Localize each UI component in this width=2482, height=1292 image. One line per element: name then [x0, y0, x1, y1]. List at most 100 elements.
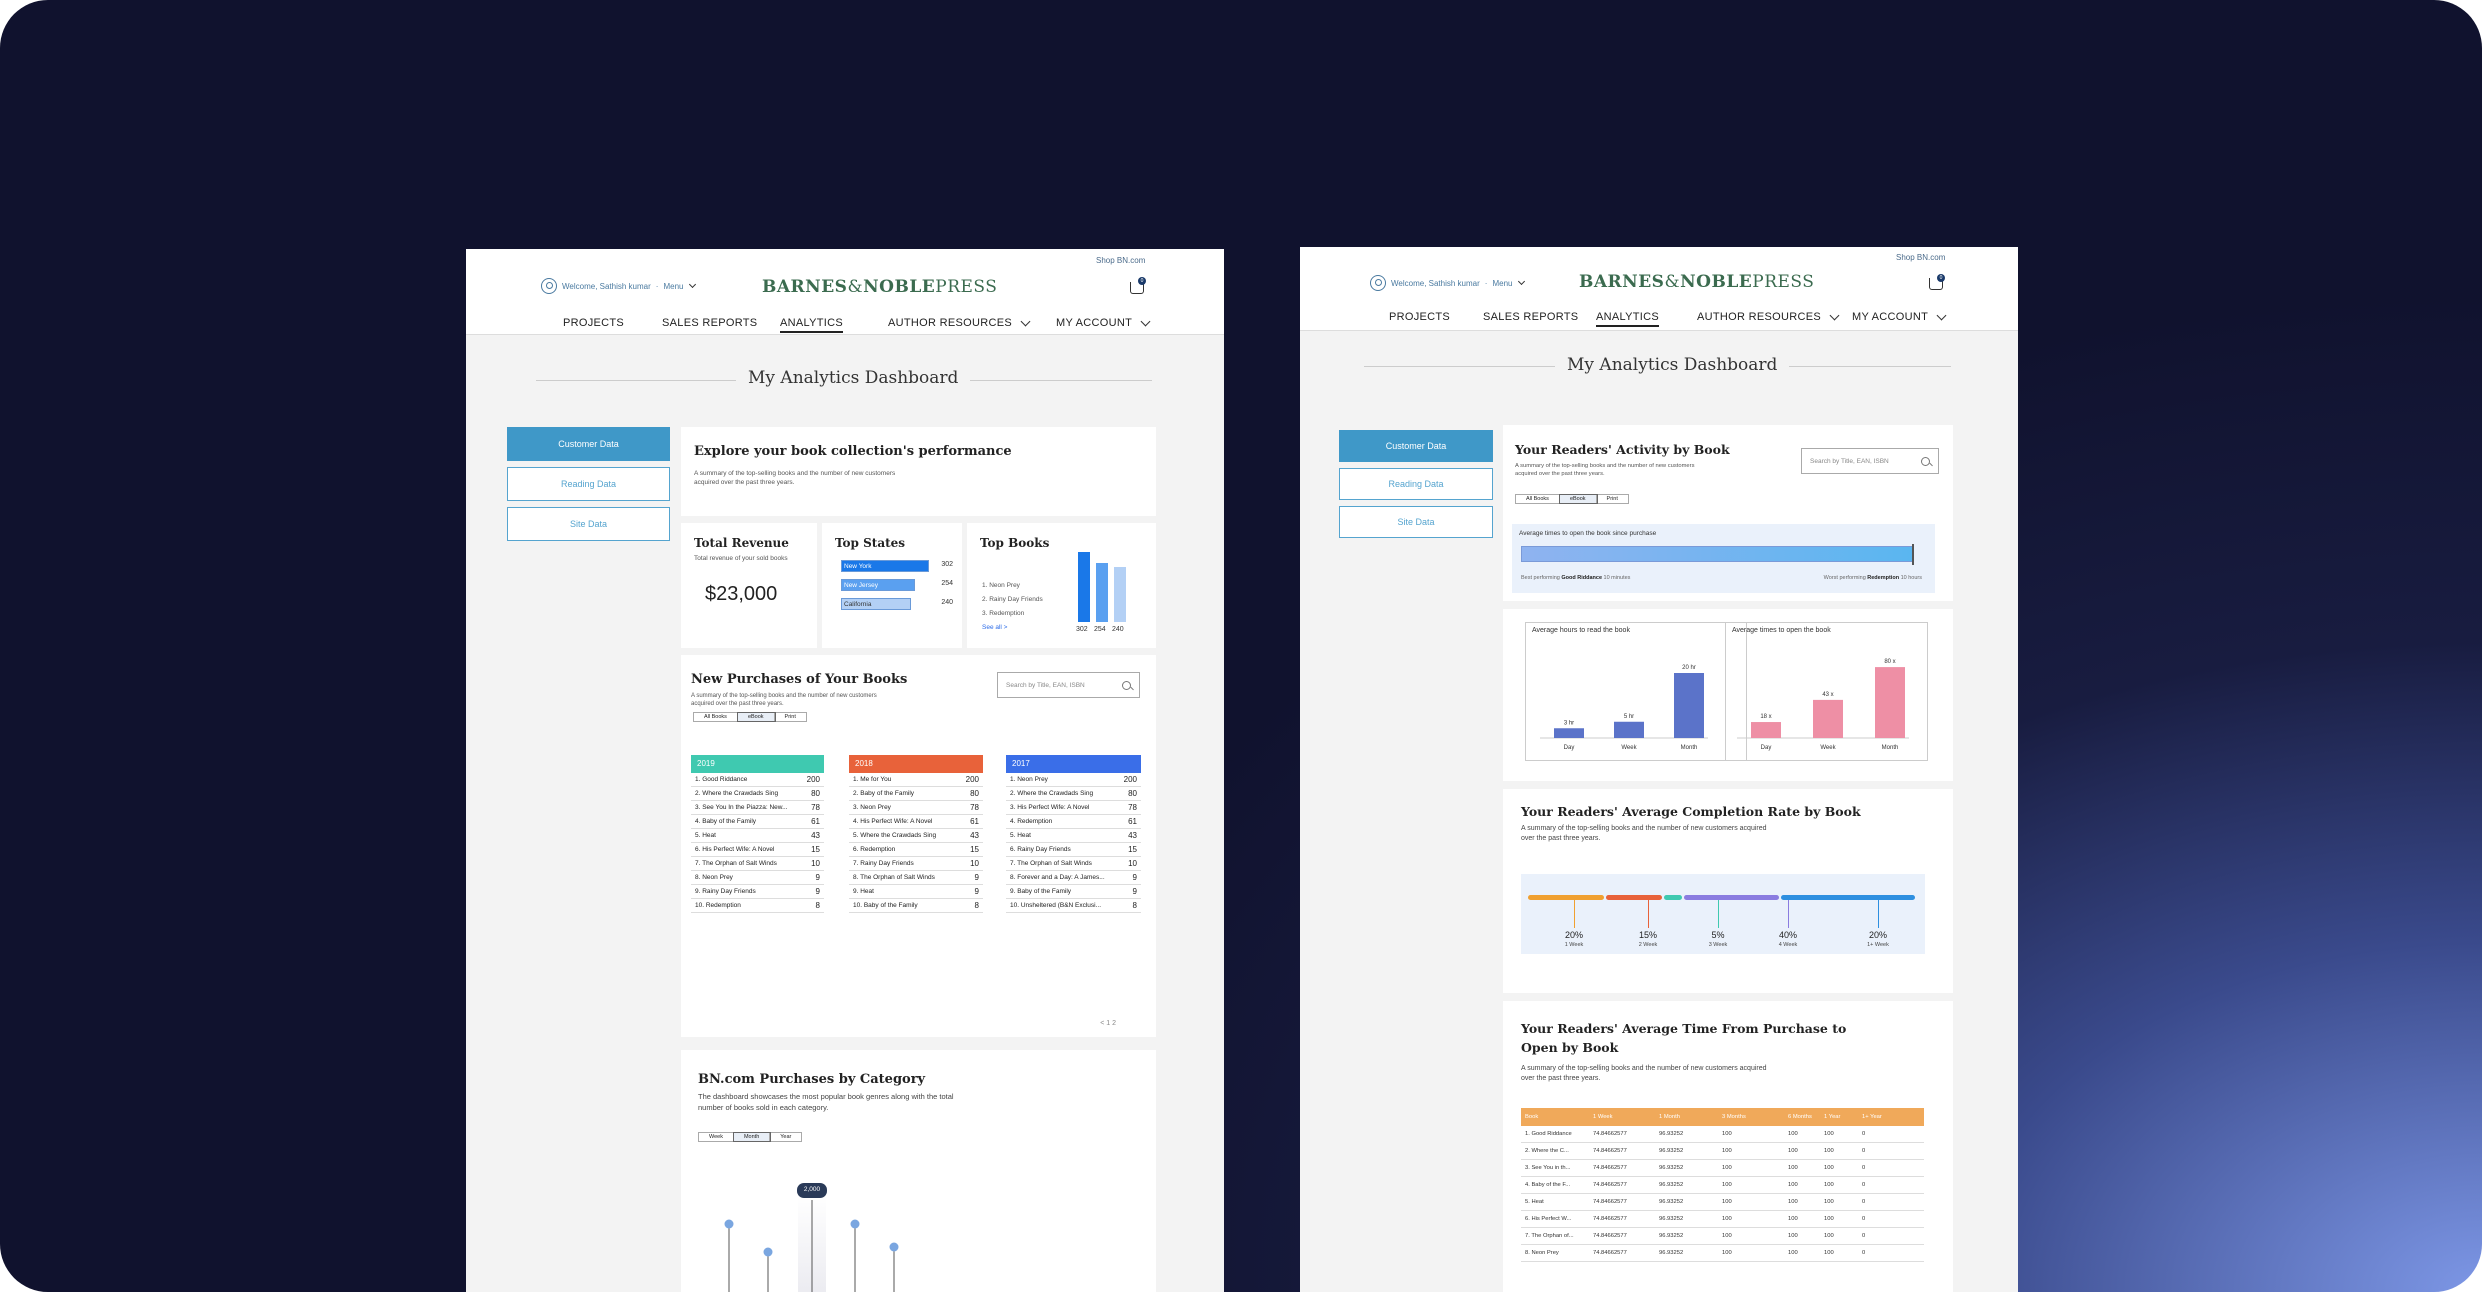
table-row[interactable]: 2. Where the C... 74.84662577 96.93252 100 1…	[1521, 1142, 1924, 1160]
purchases-desc: A summary of the top-selling books and t…	[691, 693, 877, 708]
table-row[interactable]: 1. Good Riddance 200	[691, 773, 824, 787]
table-row[interactable]: 9. Rainy Day Friends 9	[691, 885, 824, 899]
tab-year[interactable]: Year	[780, 1134, 792, 1140]
table-row[interactable]: 4. Baby of the Family 61	[691, 815, 824, 829]
table-cell: 96.93252	[1655, 1159, 1718, 1177]
menu-label[interactable]: Menu	[663, 281, 684, 291]
table-row[interactable]: 5. Heat 43	[691, 829, 824, 843]
cart-icon[interactable]	[1130, 282, 1144, 294]
welcome-menu[interactable]: Welcome, Sathish kumar · Menu	[541, 278, 697, 294]
tab-ebook[interactable]: eBook	[736, 712, 776, 722]
nav-sales-reports[interactable]: SALES REPORTS	[1483, 311, 1579, 323]
table-row[interactable]: 3. Neon Prey 78	[849, 801, 983, 815]
table-row[interactable]: 7. The Orphan of... 74.84662577 96.93252 10…	[1521, 1227, 1924, 1245]
bar-category-label: Day	[1564, 745, 1575, 751]
sidebar-site-data[interactable]: Site Data	[1339, 506, 1493, 538]
table-row[interactable]: 10. Unsheltered (B&N Exclusi... 8	[1006, 899, 1141, 913]
table-row[interactable]: 7. Rainy Day Friends 10	[849, 857, 983, 871]
table-row[interactable]: 3. See You in th... 74.84662577 96.93252 10…	[1521, 1159, 1924, 1177]
menu-label[interactable]: Menu	[1492, 278, 1513, 288]
tab-print[interactable]: Print	[784, 714, 796, 720]
table-row[interactable]: 2. Baby of the Family 80	[849, 787, 983, 801]
table-row[interactable]: 7. The Orphan of Salt Winds 10	[1006, 857, 1141, 871]
nav-my-account[interactable]: MY ACCOUNT	[1852, 310, 1947, 323]
activity-search-input[interactable]: Search by Title, EAN, ISBN	[1801, 448, 1939, 474]
table-row[interactable]: 9. Baby of the Family 9	[1006, 885, 1141, 899]
logo[interactable]: BARNES&NOBLEPRESS	[1579, 272, 1815, 292]
nav-projects[interactable]: PROJECTS	[1389, 311, 1451, 323]
tab-print[interactable]: Print	[1606, 496, 1618, 502]
purchase-count: 9	[815, 873, 820, 882]
shop-bn-link[interactable]: Shop BN.com	[1096, 256, 1146, 265]
table-row[interactable]: 6. Redemption 15	[849, 843, 983, 857]
table-row[interactable]: 1. Me for You 200	[849, 773, 983, 787]
nav-analytics[interactable]: ANALYTICS	[1596, 311, 1660, 327]
table-row[interactable]: 8. Neon Prey 74.84662577 96.93252 100 100 100…	[1521, 1244, 1924, 1262]
completion-tick	[1788, 900, 1789, 928]
table-row[interactable]: 8. Forever and a Day: A James... 9	[1006, 871, 1141, 885]
nav-author-resources[interactable]: AUTHOR RESOURCES	[1697, 310, 1840, 323]
cart-icon[interactable]	[1929, 278, 1943, 290]
logo[interactable]: BARNES&NOBLEPRESS	[762, 277, 998, 297]
table-row[interactable]: 5. Heat 43	[1006, 829, 1141, 843]
table-row[interactable]: 6. His Perfect W... 74.84662577 96.93252 10…	[1521, 1210, 1924, 1228]
table-row[interactable]: 4. Redemption 61	[1006, 815, 1141, 829]
purchases-title: New Purchases of Your Books	[691, 672, 908, 687]
table-row[interactable]: 3. His Perfect Wife: A Novel 78	[1006, 801, 1141, 815]
nav-author-resources[interactable]: AUTHOR RESOURCES	[888, 316, 1031, 329]
column-header[interactable]: 3 Months	[1718, 1108, 1784, 1126]
chevron-down-icon	[1829, 310, 1840, 320]
category-card: BN.com Purchases by Category The dashboa…	[681, 1050, 1156, 1292]
purchase-count: 200	[1123, 775, 1137, 784]
table-row[interactable]: 5. Heat 74.84662577 96.93252 100 100 100 0	[1521, 1193, 1924, 1211]
column-header[interactable]: 6 Months	[1784, 1108, 1820, 1126]
table-row[interactable]: 5. Where the Crawdads Sing 43	[849, 829, 983, 843]
table-row[interactable]: 6. His Perfect Wife: A Novel 15	[691, 843, 824, 857]
book-title: 10. Baby of the Family	[853, 902, 918, 909]
nav-sales-reports[interactable]: SALES REPORTS	[662, 317, 758, 329]
table-row[interactable]: 10. Baby of the Family 8	[849, 899, 983, 913]
table-row[interactable]: 6. Rainy Day Friends 15	[1006, 843, 1141, 857]
table-row[interactable]: 9. Heat 9	[849, 885, 983, 899]
table-row[interactable]: 10. Redemption 8	[691, 899, 824, 913]
sidebar-customer-data[interactable]: Customer Data	[1339, 430, 1493, 462]
nav-analytics[interactable]: ANALYTICS	[780, 317, 844, 333]
table-row[interactable]: 1. Neon Prey 200	[1006, 773, 1141, 787]
column-header[interactable]: 1 Year	[1820, 1108, 1858, 1126]
sidebar-reading-data[interactable]: Reading Data	[507, 467, 670, 501]
column-header[interactable]: 1+ Year	[1858, 1108, 1924, 1126]
table-row[interactable]: 2. Where the Crawdads Sing 80	[691, 787, 824, 801]
nav-projects[interactable]: PROJECTS	[563, 317, 625, 329]
column-header[interactable]: 1 Month	[1655, 1108, 1718, 1126]
sidebar-customer-data[interactable]: Customer Data	[507, 427, 670, 461]
completion-timeline: 20% 1 Week 15% 2 Week 5% 3 Week 40% 4 Week 20% 1+…	[1528, 895, 1917, 975]
column-header[interactable]: 1 Week	[1589, 1108, 1655, 1126]
tab-month[interactable]: Month	[732, 1132, 772, 1142]
table-row[interactable]: 3. See You In the Piazza: New... 78	[691, 801, 824, 815]
shop-bn-link[interactable]: Shop BN.com	[1896, 253, 1946, 262]
welcome-menu[interactable]: Welcome, Sathish kumar · Menu	[1370, 275, 1526, 291]
nav-my-account[interactable]: MY ACCOUNT	[1056, 316, 1151, 329]
pagination[interactable]: < 1 2	[1100, 1020, 1116, 1027]
tab-all-books[interactable]: All Books	[694, 713, 738, 721]
table-row[interactable]: 4. Baby of the F... 74.84662577 96.93252 10…	[1521, 1176, 1924, 1194]
top-books-card: Top Books 1. Neon Prey 2. Rainy Day Frie…	[967, 523, 1156, 648]
category-point	[850, 1219, 860, 1229]
column-header[interactable]: Book	[1521, 1108, 1589, 1126]
table-row[interactable]: 8. Neon Prey 9	[691, 871, 824, 885]
table-row[interactable]: 2. Where the Crawdads Sing 80	[1006, 787, 1141, 801]
table-row[interactable]: 1. Good Riddance 74.84662577 96.93252 100 10…	[1521, 1126, 1924, 1143]
hours-chart-title: Average hours to read the book	[1532, 627, 1630, 634]
tab-ebook[interactable]: eBook	[1558, 494, 1598, 504]
table-row[interactable]: 7. The Orphan of Salt Winds 10	[691, 857, 824, 871]
book-title: 1. Neon Prey	[1010, 776, 1048, 783]
sidebar-site-data[interactable]: Site Data	[507, 507, 670, 541]
table-row[interactable]: 4. His Perfect Wife: A Novel 61	[849, 815, 983, 829]
sidebar-reading-data[interactable]: Reading Data	[1339, 468, 1493, 500]
purchases-search-input[interactable]: Search by Title, EAN, ISBN	[997, 672, 1140, 698]
see-all-link[interactable]: See all >	[982, 624, 1008, 631]
revenue-value: $23,000	[705, 583, 778, 605]
tab-all-books[interactable]: All Books	[1516, 495, 1560, 503]
tab-week[interactable]: Week	[699, 1133, 734, 1141]
table-row[interactable]: 8. The Orphan of Salt Winds 9	[849, 871, 983, 885]
